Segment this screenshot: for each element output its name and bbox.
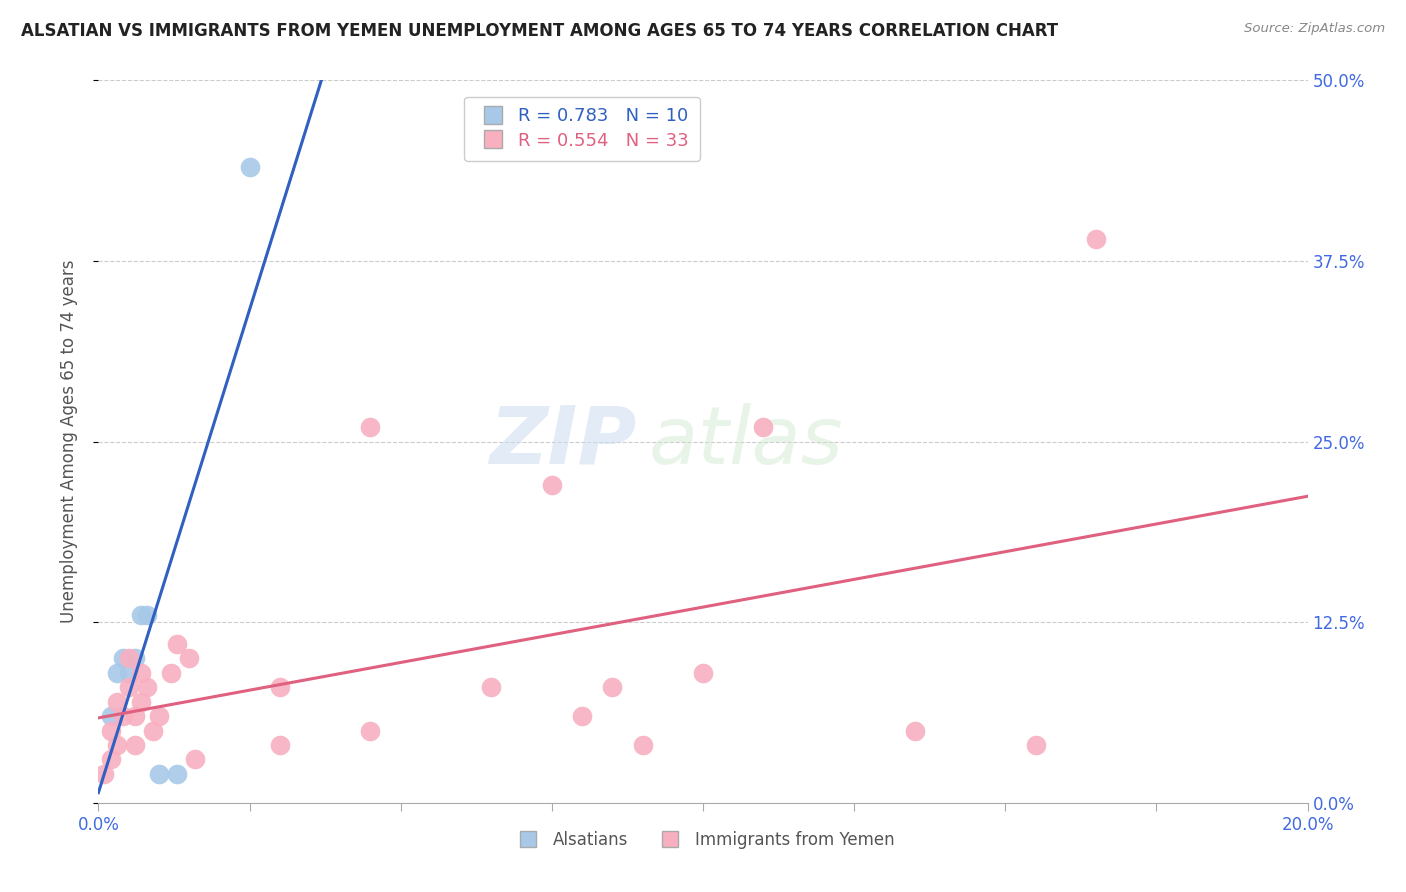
Point [571,709,593,723]
Point [1024,738,1046,752]
Text: ZIP: ZIP [489,402,637,481]
Point [118,665,141,680]
Point [129,607,152,622]
Point [166,767,188,781]
Point [100,709,122,723]
Point [105,665,128,680]
Point [124,738,146,752]
Point [160,665,183,680]
Point [269,738,291,752]
Point [100,723,122,738]
Point [904,723,927,738]
Point [124,651,146,665]
Point [111,709,134,723]
Point [129,695,152,709]
Point [602,680,624,694]
Point [129,665,152,680]
Point [481,680,503,694]
Point [148,767,170,781]
Point [631,738,654,752]
Point [105,738,128,752]
Point [184,752,207,766]
Point [111,651,134,665]
Point [148,709,170,723]
Point [360,420,382,434]
Point [269,680,291,694]
Point [135,680,157,694]
Text: Source: ZipAtlas.com: Source: ZipAtlas.com [1244,22,1385,36]
Point [93,767,115,781]
Legend: Alsatians, Immigrants from Yemen: Alsatians, Immigrants from Yemen [505,824,901,856]
Point [118,651,141,665]
Point [360,723,382,738]
Point [179,651,201,665]
Point [105,695,128,709]
Point [100,752,122,766]
Point [118,680,141,694]
Point [540,478,562,492]
Point [135,607,157,622]
Point [166,637,188,651]
Point [752,420,775,434]
Point [142,723,165,738]
Y-axis label: Unemployment Among Ages 65 to 74 years: Unemployment Among Ages 65 to 74 years [59,260,77,624]
Point [1085,232,1108,246]
Point [239,160,262,174]
Point [124,709,146,723]
Text: atlas: atlas [648,402,844,481]
Point [692,665,714,680]
Text: ALSATIAN VS IMMIGRANTS FROM YEMEN UNEMPLOYMENT AMONG AGES 65 TO 74 YEARS CORRELA: ALSATIAN VS IMMIGRANTS FROM YEMEN UNEMPL… [21,22,1059,40]
